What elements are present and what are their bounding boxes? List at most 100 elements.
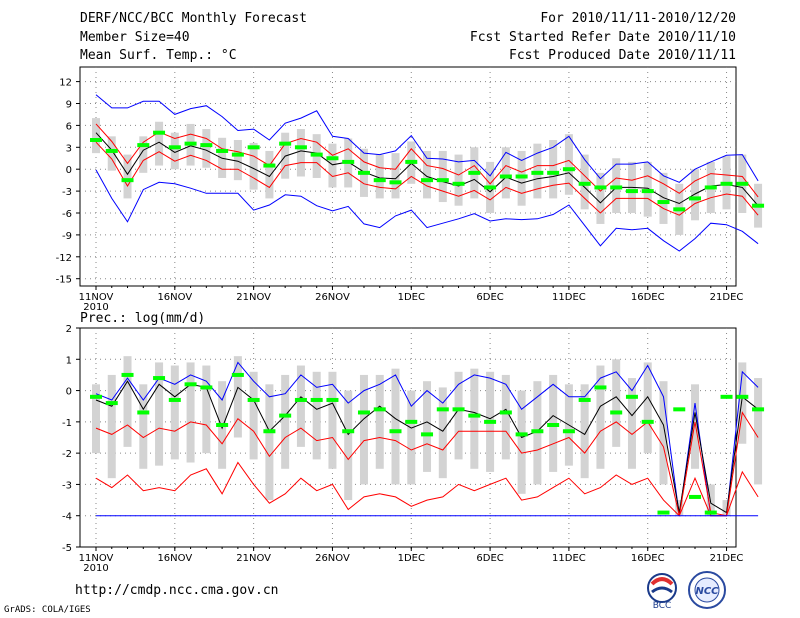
panel2-spread-box	[344, 390, 353, 501]
panel1-member-marker	[405, 159, 418, 164]
panel1-spread-box	[139, 136, 148, 173]
panel2-spread-box	[359, 374, 368, 485]
panel2-year-label: 2010	[83, 563, 108, 574]
panel2-spread-box	[438, 387, 447, 479]
panel2-spread-box	[643, 362, 652, 454]
panel2-member-marker	[357, 410, 370, 415]
panel2-spread-box	[139, 384, 148, 469]
panel2-spread-box	[580, 384, 589, 479]
panel1-xtick-label: 11DEC	[552, 292, 586, 303]
panel1-member-marker	[310, 152, 323, 157]
panel2-spread-box	[517, 390, 526, 494]
panel2-member-marker	[90, 394, 102, 399]
panel2-spread-box	[281, 374, 290, 469]
panel1-member-marker	[373, 178, 386, 183]
panel2-spread-box	[691, 384, 700, 469]
panel2-member-marker	[578, 397, 591, 402]
panel2-spread-box	[470, 368, 479, 469]
panel2-spread-box	[296, 365, 305, 447]
panel1-member-marker	[153, 130, 166, 135]
panel1-xtick-label: 21NOV	[236, 292, 271, 303]
panel1-spread-box	[123, 154, 132, 199]
panel2-member-marker	[610, 410, 623, 415]
panel1-member-marker	[231, 152, 244, 157]
panel1-spread-box	[92, 118, 100, 154]
panel1-spread-box	[564, 134, 573, 195]
panel1-member-marker	[326, 156, 339, 161]
panel1-member-marker	[184, 141, 197, 146]
panel1-lower-line	[95, 141, 759, 216]
panel2-member-marker	[515, 432, 528, 437]
panel1-member-marker	[752, 203, 765, 208]
panel2-spread-box	[202, 365, 211, 454]
panel1-member-marker	[121, 178, 134, 183]
panel2-ytick-label: -3	[62, 480, 72, 491]
panel2-member-marker	[389, 429, 402, 434]
panel2-member-marker	[184, 382, 197, 387]
panel2-member-marker	[326, 397, 339, 402]
panel1-spread-box	[202, 129, 211, 168]
panel1-xtick-label: 16NOV	[157, 292, 192, 303]
panel1-spread-box	[691, 169, 700, 221]
panel1-member-marker	[531, 170, 544, 175]
panel1-member-marker	[625, 189, 638, 194]
panel1-ytick-label: -12	[56, 253, 72, 264]
source-url[interactable]: http://cmdp.ncc.cma.gov.cn	[75, 583, 279, 598]
panel2-xtick-label: 21DEC	[710, 553, 744, 564]
panel2-member-marker	[121, 372, 134, 377]
panel1-member-marker	[720, 181, 733, 186]
panel2-member-marker	[752, 407, 765, 412]
panel2-member-marker	[562, 429, 575, 434]
panel1-member-marker	[641, 189, 654, 194]
panel2-member-marker	[247, 397, 260, 402]
panel2-spread-box	[92, 384, 100, 454]
panel1-spread-box	[423, 150, 432, 199]
panel2-spread-box	[391, 368, 400, 485]
panel1-member-marker	[421, 178, 434, 183]
panel2-member-marker	[531, 429, 544, 434]
panel1-member-marker	[436, 178, 449, 183]
panel1-member-marker	[736, 181, 749, 186]
panel1-member-marker	[357, 170, 370, 175]
panel1-xtick-label: 16DEC	[631, 292, 665, 303]
panel2-member-marker	[704, 510, 717, 515]
panel1-member-marker	[689, 196, 702, 201]
member-size-label: Member Size=40	[80, 30, 190, 45]
variable-label: Mean Surf. Temp.: °C	[80, 48, 237, 63]
bcc-logo: BCC	[647, 573, 677, 610]
panel1-member-marker	[105, 148, 118, 153]
panel2-spread-box	[312, 371, 321, 460]
panel1-spread-box	[265, 150, 274, 199]
panel2-member-marker	[137, 410, 150, 415]
panel1-xtick-label: 26NOV	[315, 292, 350, 303]
panel1-member-marker	[704, 185, 717, 190]
bcc-logo-text: BCC	[653, 601, 672, 610]
panel1-member-marker	[673, 207, 686, 212]
panel2-spread-box	[407, 390, 416, 485]
panel1-member-marker	[389, 180, 402, 185]
panel2-xtick-label: 11DEC	[552, 553, 586, 564]
panel2-spread-box	[738, 362, 747, 444]
panel2-spread-box	[501, 374, 510, 460]
panel2-lower-line	[95, 461, 759, 517]
panel1-member-marker	[200, 143, 213, 148]
panel1-member-marker	[294, 145, 307, 150]
panel2-spread-box	[675, 500, 684, 516]
started-refer-date-label: Fcst Started Refer Date 2010/11/10	[469, 30, 736, 45]
panel1-ytick-label: 3	[66, 143, 72, 154]
panel2-spread-box	[170, 365, 179, 460]
panel1-spread-box	[454, 154, 463, 206]
panel1-xtick-label: 21DEC	[710, 292, 744, 303]
panel1-ytick-label: -6	[62, 209, 72, 220]
panel1-xtick-label: 1DEC	[398, 292, 425, 303]
panel1-member-marker	[610, 185, 623, 190]
panel2-ytick-label: -4	[62, 512, 72, 523]
panel2-spread-box	[722, 500, 731, 516]
panel2-member-marker	[153, 376, 166, 381]
panel1-ytick-label: 9	[66, 100, 72, 111]
panel2-spread-box	[186, 362, 195, 463]
panel2-member-marker	[373, 407, 386, 412]
panel1-ytick-label: 12	[59, 78, 72, 89]
panel1-spread-box	[391, 153, 400, 199]
